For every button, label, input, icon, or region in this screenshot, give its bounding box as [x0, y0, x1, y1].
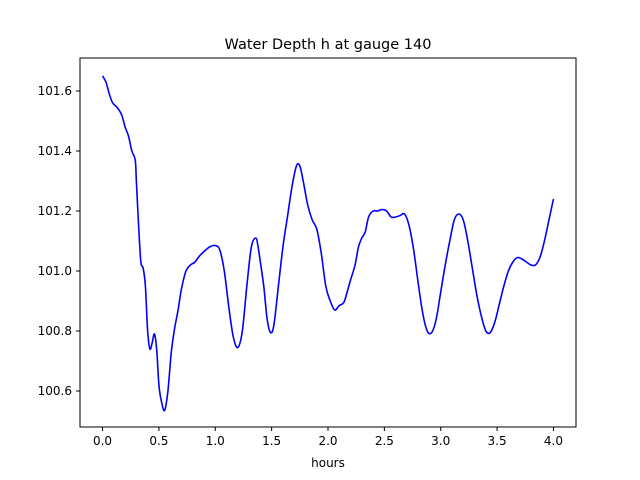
x-tick-label: 2.5 [375, 434, 394, 448]
y-tick-label: 101.2 [38, 204, 72, 218]
y-tick-label: 101.4 [38, 144, 72, 158]
x-tick-label: 2.0 [318, 434, 337, 448]
x-tick-label: 3.0 [431, 434, 450, 448]
x-axis: 0.0 0.5 1.0 1.5 2.0 2.5 3.0 3.5 4.0 [93, 427, 563, 448]
x-axis-label: hours [311, 456, 345, 470]
x-tick-label: 1.5 [262, 434, 281, 448]
x-tick-label: 3.5 [488, 434, 507, 448]
y-axis: 100.6 100.8 101.0 101.2 101.4 101.6 [38, 84, 80, 398]
y-tick-label: 100.8 [38, 324, 72, 338]
y-tick-label: 101.6 [38, 84, 72, 98]
chart-title: Water Depth h at gauge 140 [225, 37, 432, 53]
x-tick-label: 0.0 [93, 434, 112, 448]
x-tick-label: 0.5 [149, 434, 168, 448]
y-tick-label: 101.0 [38, 264, 72, 278]
x-tick-label: 1.0 [206, 434, 225, 448]
x-tick-label: 4.0 [544, 434, 563, 448]
series-layer [101, 75, 555, 412]
y-tick-label: 100.6 [38, 384, 72, 398]
series-line [101, 75, 555, 412]
